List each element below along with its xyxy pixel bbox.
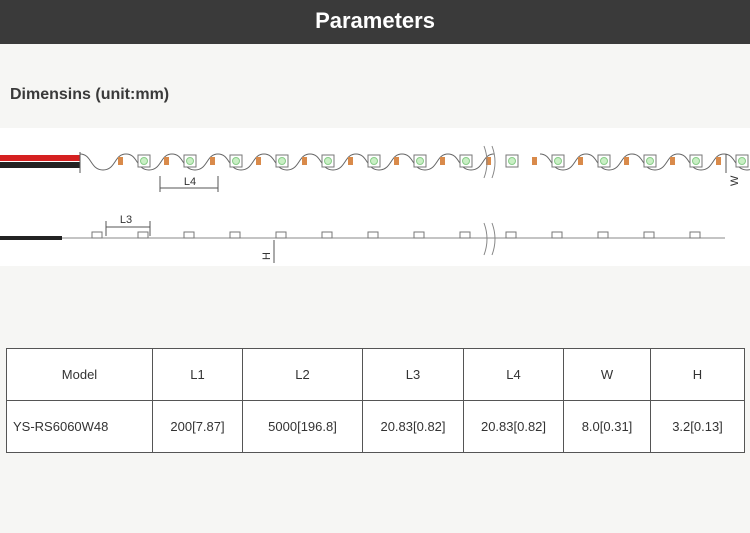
led-dot xyxy=(278,157,286,165)
table-header: W xyxy=(563,348,651,401)
table-cell: 200[7.87] xyxy=(152,400,243,453)
side-led xyxy=(643,231,655,239)
table-header: H xyxy=(650,348,745,401)
side-led xyxy=(321,231,333,239)
strip-top-view xyxy=(0,152,750,173)
table-cell: 5000[196.8] xyxy=(242,400,363,453)
resistor xyxy=(624,157,629,165)
resistor xyxy=(394,157,399,165)
led-dot xyxy=(600,157,608,165)
table-header: L2 xyxy=(242,348,363,401)
resistor xyxy=(164,157,169,165)
led-dot xyxy=(508,157,516,165)
led-dot xyxy=(370,157,378,165)
table-cell: 3.2[0.13] xyxy=(650,400,745,453)
table-header: L1 xyxy=(152,348,243,401)
led-dot xyxy=(738,157,746,165)
resistor xyxy=(716,157,721,165)
page-header: Parameters xyxy=(0,0,750,44)
side-led xyxy=(275,231,287,239)
resistor xyxy=(486,157,491,165)
side-led xyxy=(551,231,563,239)
wire-red xyxy=(0,155,80,161)
side-led xyxy=(597,231,609,239)
side-led xyxy=(505,231,517,239)
table-header: Model xyxy=(6,348,153,401)
resistor xyxy=(348,157,353,165)
led-dot xyxy=(416,157,424,165)
side-led xyxy=(183,231,195,239)
resistor xyxy=(578,157,583,165)
wire-black xyxy=(0,236,62,240)
table-cell: 8.0[0.31] xyxy=(563,400,651,453)
led-dot xyxy=(186,157,194,165)
table-cell: YS-RS6060W48 xyxy=(6,400,153,453)
side-led xyxy=(137,231,149,239)
table-header: L3 xyxy=(362,348,464,401)
strip-side-view xyxy=(0,231,725,240)
resistor xyxy=(302,157,307,165)
led-dot xyxy=(462,157,470,165)
led-dot xyxy=(324,157,332,165)
side-led xyxy=(413,231,425,239)
side-led xyxy=(367,231,379,239)
resistor xyxy=(532,157,537,165)
resistor xyxy=(210,157,215,165)
led-dot xyxy=(692,157,700,165)
strip-body xyxy=(79,153,750,171)
led-dot xyxy=(232,157,240,165)
dim-label: L3 xyxy=(120,214,132,226)
table-header: L4 xyxy=(463,348,564,401)
diagram-background xyxy=(0,128,750,266)
side-led xyxy=(91,231,103,239)
table-cell: 20.83[0.82] xyxy=(463,400,564,453)
wire-black xyxy=(0,162,80,168)
side-led xyxy=(459,231,471,239)
side-led xyxy=(229,231,241,239)
resistor xyxy=(440,157,445,165)
resistor xyxy=(670,157,675,165)
led-dot xyxy=(140,157,148,165)
section-title: Dimensins (unit:mm) xyxy=(10,86,170,103)
resistor xyxy=(118,157,123,165)
break-mark xyxy=(483,145,496,256)
resistor xyxy=(256,157,261,165)
strip-diagram: L4 W L3 H xyxy=(0,128,750,266)
side-led xyxy=(689,231,701,239)
table-cell: 20.83[0.82] xyxy=(362,400,464,453)
param-table: Model L1 L2 L3 L4 W H YS-RS6060W48 200[7… xyxy=(6,348,745,453)
dim-label: H xyxy=(261,252,273,260)
led-dot xyxy=(646,157,654,165)
dim-label: L4 xyxy=(184,176,196,188)
dim-label: W xyxy=(729,175,741,186)
led-dot xyxy=(554,157,562,165)
